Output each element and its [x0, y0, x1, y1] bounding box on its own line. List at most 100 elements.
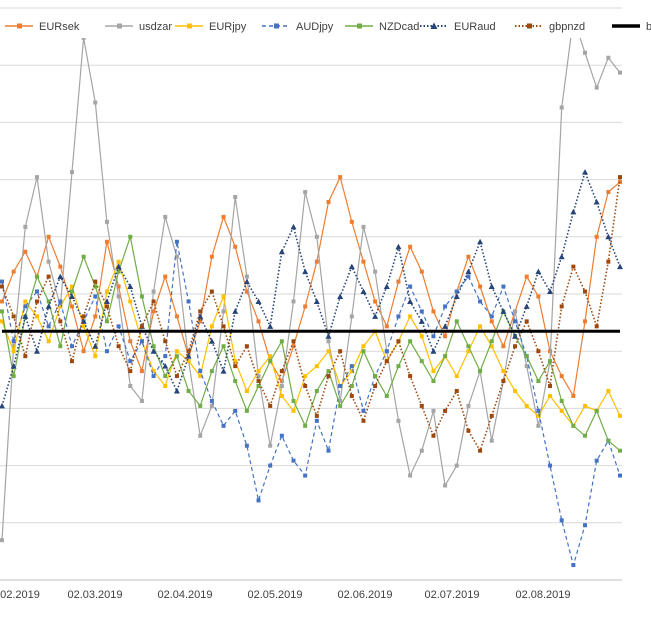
x-tick-label: 02.05.2019 — [247, 589, 302, 601]
data-point — [454, 463, 459, 468]
data-point — [0, 538, 4, 543]
series-gbpnzd — [0, 175, 622, 453]
data-point — [419, 403, 424, 408]
data-point — [0, 279, 4, 284]
legend-marker — [430, 22, 438, 29]
data-point — [583, 50, 588, 55]
data-point — [606, 388, 611, 393]
data-point — [279, 369, 284, 374]
data-point — [23, 224, 28, 229]
data-point — [524, 274, 529, 279]
data-point — [128, 369, 133, 374]
data-point — [186, 359, 191, 364]
data-point — [524, 403, 529, 408]
data-point — [419, 334, 424, 339]
data-point — [606, 55, 611, 60]
data-point — [173, 387, 180, 394]
series-line-eursek — [1, 175, 621, 398]
data-point — [384, 359, 389, 364]
data-point — [524, 319, 529, 324]
data-point — [443, 334, 448, 339]
data-point — [198, 403, 203, 408]
legend-item-nzdcad: NZDcad — [345, 21, 419, 33]
data-point — [244, 408, 249, 413]
data-point — [605, 233, 612, 240]
data-point — [279, 433, 284, 438]
data-point — [163, 339, 168, 344]
legend-item-gbpnzd: gbpnzd — [515, 21, 585, 33]
data-point — [11, 269, 16, 274]
data-point — [244, 274, 249, 279]
data-point — [68, 293, 75, 299]
data-point — [46, 234, 51, 239]
data-point — [174, 314, 179, 319]
data-point — [478, 284, 483, 289]
data-point — [618, 175, 622, 180]
data-point — [571, 563, 576, 568]
data-point — [489, 314, 494, 319]
data-point — [303, 384, 308, 389]
data-point — [163, 374, 168, 379]
data-point — [489, 319, 494, 324]
data-point — [523, 303, 530, 309]
data-point — [478, 324, 483, 329]
data-point — [198, 374, 203, 379]
data-point — [419, 359, 424, 364]
legend-marker — [17, 23, 22, 29]
data-point — [58, 264, 63, 269]
data-point — [174, 374, 179, 379]
data-point — [46, 274, 51, 279]
data-point — [594, 458, 599, 463]
data-point — [69, 304, 74, 309]
data-point — [361, 344, 366, 349]
legend-label: AUDjpy — [296, 21, 334, 33]
data-point — [326, 339, 331, 344]
data-point — [116, 269, 121, 274]
data-point — [45, 303, 52, 309]
data-point — [373, 299, 378, 304]
data-point — [139, 294, 144, 299]
data-point — [454, 319, 459, 324]
data-point — [279, 379, 284, 384]
data-point — [547, 288, 554, 295]
data-point — [93, 279, 98, 284]
data-point — [338, 384, 343, 389]
data-point — [57, 273, 64, 280]
data-point — [93, 294, 98, 299]
data-point — [558, 253, 565, 260]
data-point — [489, 438, 494, 443]
data-point — [69, 170, 74, 175]
data-point — [536, 413, 541, 418]
data-point — [46, 259, 51, 264]
data-point — [233, 359, 238, 364]
data-point — [408, 473, 413, 478]
series-euraud — [0, 169, 623, 409]
data-point — [372, 313, 379, 319]
data-point — [431, 379, 436, 384]
data-point — [0, 284, 4, 289]
data-point — [116, 294, 121, 299]
data-point — [11, 339, 16, 344]
data-point — [69, 284, 74, 289]
data-point — [221, 294, 226, 299]
data-point — [396, 364, 401, 369]
legend-marker — [527, 23, 532, 29]
data-point — [419, 309, 424, 314]
data-point — [151, 309, 156, 314]
data-point — [220, 368, 227, 374]
data-point — [466, 403, 471, 408]
series-line-gbpnzd — [1, 176, 621, 453]
data-point — [513, 344, 518, 349]
data-point — [0, 402, 5, 409]
data-point — [221, 344, 226, 349]
data-point — [303, 374, 308, 379]
data-point — [466, 254, 471, 259]
data-point — [501, 344, 506, 349]
data-point — [593, 198, 600, 205]
legend-item-audjpy: AUDjpy — [262, 21, 334, 33]
data-point — [583, 289, 588, 294]
data-point — [408, 284, 413, 289]
data-point — [81, 349, 86, 354]
data-point — [128, 299, 133, 304]
data-point — [244, 443, 249, 448]
